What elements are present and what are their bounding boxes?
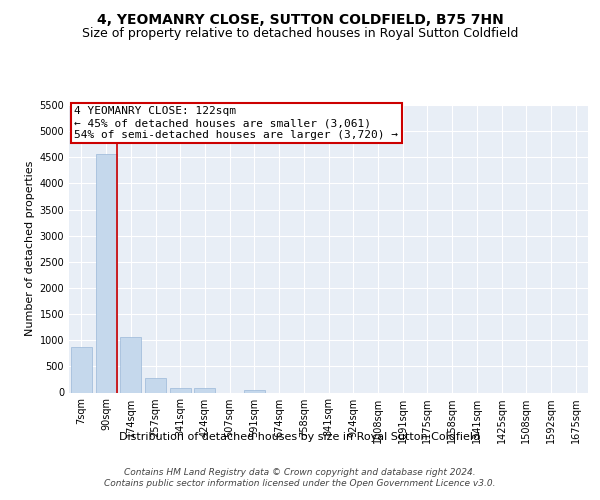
Text: 4, YEOMANRY CLOSE, SUTTON COLDFIELD, B75 7HN: 4, YEOMANRY CLOSE, SUTTON COLDFIELD, B75… — [97, 12, 503, 26]
Bar — [170, 388, 191, 392]
Text: Contains HM Land Registry data © Crown copyright and database right 2024.
Contai: Contains HM Land Registry data © Crown c… — [104, 468, 496, 487]
Text: 4 YEOMANRY CLOSE: 122sqm
← 45% of detached houses are smaller (3,061)
54% of sem: 4 YEOMANRY CLOSE: 122sqm ← 45% of detach… — [74, 106, 398, 140]
Y-axis label: Number of detached properties: Number of detached properties — [25, 161, 35, 336]
Bar — [95, 154, 116, 392]
Bar — [244, 390, 265, 392]
Bar — [120, 337, 141, 392]
Bar — [71, 346, 92, 393]
Text: Size of property relative to detached houses in Royal Sutton Coldfield: Size of property relative to detached ho… — [82, 28, 518, 40]
Text: Distribution of detached houses by size in Royal Sutton Coldfield: Distribution of detached houses by size … — [119, 432, 481, 442]
Bar — [145, 378, 166, 392]
Bar — [194, 388, 215, 392]
